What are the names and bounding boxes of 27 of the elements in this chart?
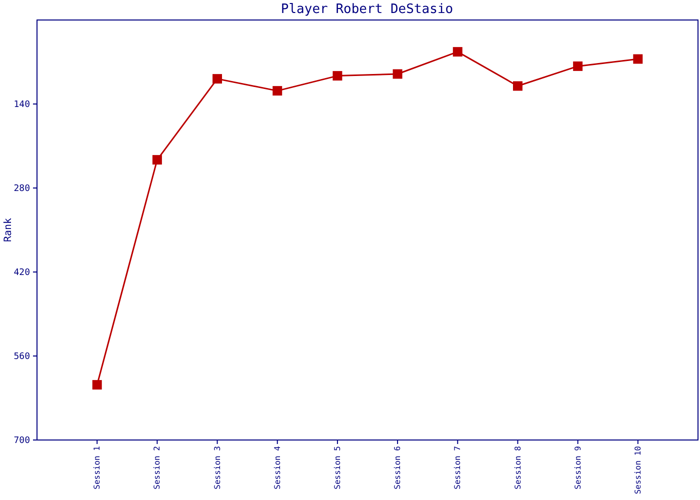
- point: [452, 47, 462, 57]
- point: [92, 380, 102, 390]
- point: [633, 54, 643, 64]
- point: [392, 69, 402, 79]
- y-tick-label: 560: [14, 352, 30, 362]
- y-axis-title: Rank: [3, 218, 14, 242]
- point: [332, 71, 342, 81]
- x-tick-label: Session 2: [152, 446, 162, 490]
- y-tick-label: 280: [14, 184, 30, 194]
- y-tick-label: 420: [14, 268, 30, 278]
- x-tick-label: Session 7: [453, 446, 462, 490]
- x-tick-label: Session 8: [513, 446, 522, 490]
- point: [512, 81, 522, 91]
- y-tick-label: 140: [14, 100, 30, 110]
- y-tick-label: 700: [14, 436, 30, 446]
- x-tick-label: Session 3: [212, 446, 222, 490]
- x-tick-label: Session 4: [272, 446, 282, 490]
- x-tick-label: Session 9: [573, 446, 582, 490]
- point: [573, 61, 583, 71]
- x-tick-label: Session 6: [393, 446, 402, 490]
- point: [212, 74, 222, 84]
- x-tick-label: Session 1: [92, 446, 102, 490]
- point: [152, 155, 162, 165]
- point: [272, 86, 282, 96]
- x-tick-label: Session 5: [333, 446, 342, 490]
- x-tick-label: Session 10: [633, 446, 642, 494]
- chart-title: Player Robert DeStasio: [280, 2, 454, 17]
